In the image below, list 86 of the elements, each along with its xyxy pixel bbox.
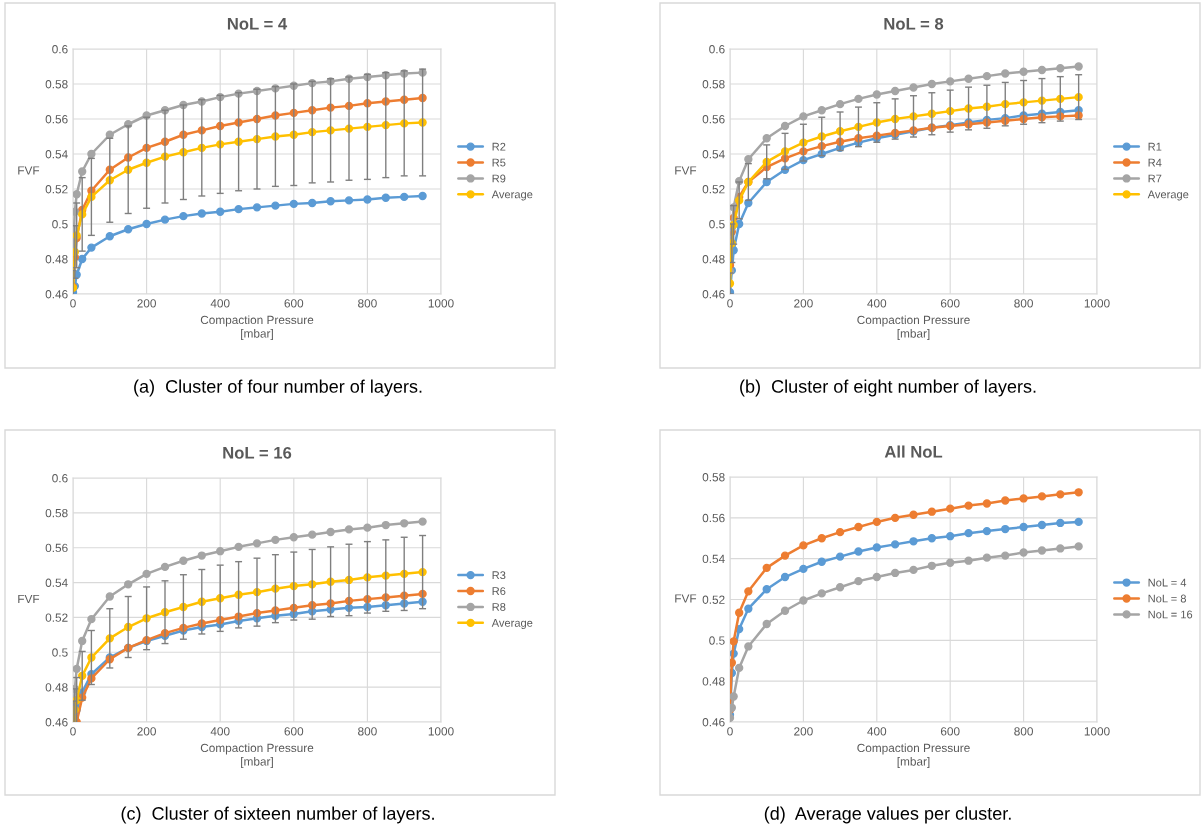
y-tick-label: 0.56 [702,513,725,523]
chart-title: All NoL [884,445,943,458]
text: (a) Cluster of four number of layers. [134,379,422,397]
y-tick-label: 0.6 [52,474,68,483]
x-tick-label: 600 [940,727,960,736]
x-tick-label: 600 [284,299,304,308]
y-tick-label: 0.5 [709,636,725,645]
x-tick-label: 200 [794,727,813,736]
legend-label: R9 [492,174,506,183]
x-tick-label: 800 [1014,727,1033,736]
y-tick-label: 0.5 [52,220,68,229]
chart-title: NoL = 16 [223,446,292,459]
y-tick-label: 0.56 [702,115,725,124]
x-tick-label: 400 [867,299,887,308]
legend-label: R2 [492,142,506,151]
y-tick-label: 0.5 [52,648,68,657]
x-tick-label: 400 [210,727,230,736]
legend-label: NoL = 4 [1148,578,1187,587]
legend-label: R6 [492,587,506,596]
x-tick-label: 400 [867,727,887,736]
x-tick-label: 800 [358,727,377,736]
x-axis-title: Compaction Pressure [mbar] [200,743,314,768]
legend-label: R4 [1148,158,1162,167]
y-tick-label: 0.48 [45,255,68,264]
chart-title: NoL = 8 [884,17,944,30]
legend-label: R3 [492,571,506,580]
y-tick-label: 0.58 [702,473,725,482]
x-tick-label: 200 [137,299,156,308]
legend-label: R7 [1148,174,1162,183]
y-tick-label: 0.54 [702,150,725,159]
legend-label: R5 [492,158,506,167]
legend-label: Average [491,619,533,630]
y-tick-label: 0.54 [45,578,68,587]
text: (b) Cluster of eight number of layers. [740,379,1036,397]
y-axis-title: FVF [18,166,40,175]
y-tick-label: 0.6 [52,45,68,54]
y-axis-title: FVF [18,594,40,604]
y-tick-label: 0.46 [45,718,68,727]
legend-label: R1 [1148,142,1162,151]
x-tick-label: 800 [1014,299,1033,308]
y-tick-label: 0.6 [709,45,725,54]
y-tick-label: 0.58 [45,80,68,89]
y-tick-label: 0.54 [702,554,725,564]
x-axis-title: Compaction Pressure [mbar] [200,315,314,340]
x-tick-label: 1000 [1084,727,1110,736]
x-tick-label: 0 [70,299,76,308]
x-tick-label: 0 [727,299,733,308]
y-tick-label: 0.52 [45,613,68,622]
y-axis-title: FVF [675,594,697,603]
y-tick-label: 0.56 [45,543,68,553]
legend-label: Average [1147,190,1189,201]
y-tick-label: 0.46 [45,290,68,299]
text: (c) Cluster of sixteen number of layers. [121,806,434,824]
x-tick-label: 800 [358,299,377,308]
x-tick-label: 1000 [428,727,454,736]
x-tick-label: 0 [727,727,733,736]
y-tick-label: 0.48 [45,683,68,692]
x-tick-label: 1000 [428,299,454,308]
x-tick-label: 600 [940,299,960,308]
y-tick-label: 0.56 [45,115,68,124]
y-tick-label: 0.54 [45,150,68,159]
y-tick-label: 0.46 [702,290,725,299]
x-tick-label: 1000 [1084,299,1110,308]
x-axis-title: Compaction Pressure [mbar] [857,743,970,768]
x-axis-title: Compaction Pressure [mbar] [857,315,970,340]
legend-label: NoL = 16 [1148,610,1193,619]
chart-title: NoL = 4 [227,18,288,30]
y-tick-label: 0.58 [45,508,68,518]
y-tick-label: 0.58 [702,80,725,89]
y-axis-title: FVF [675,166,697,175]
y-tick-label: 0.48 [702,255,725,264]
y-tick-label: 0.5 [709,220,725,229]
legend-label: R8 [492,603,506,611]
x-tick-label: 200 [137,727,156,736]
x-tick-label: 600 [284,727,304,736]
x-tick-label: 400 [210,299,230,308]
x-tick-label: 200 [794,299,813,308]
legend-label: NoL = 8 [1148,594,1186,603]
legend-label: Average [491,190,533,201]
y-tick-label: 0.46 [702,718,725,727]
y-tick-label: 0.52 [45,185,68,194]
y-tick-label: 0.52 [702,595,725,604]
x-tick-label: 0 [70,727,76,736]
y-tick-label: 0.52 [702,185,725,194]
y-tick-label: 0.48 [702,677,725,686]
text: (d) Average values per cluster. [764,806,1011,824]
